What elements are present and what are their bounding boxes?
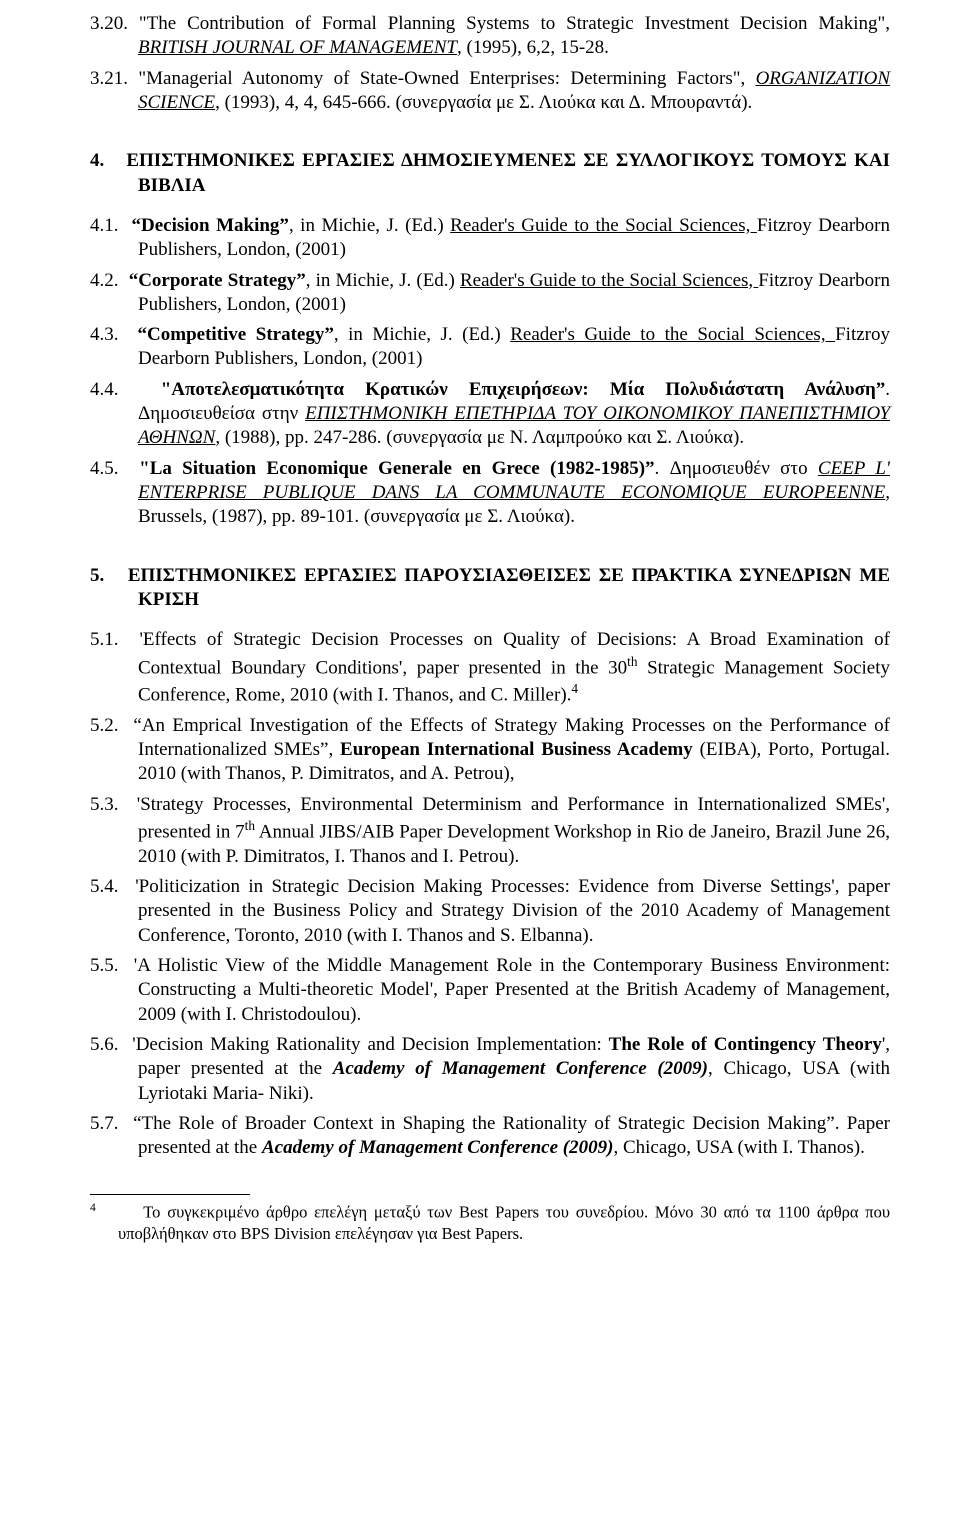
ref-5-4: 5.4. 'Politicization in Strategic Decisi… <box>90 875 890 948</box>
ref-4-4: 4.4. "Αποτελεσματικότητα Κρατικών Επιχει… <box>90 378 890 451</box>
ref-text: "The Contribution of Formal Planning Sys… <box>139 13 890 34</box>
ref-5-2: 5.2. “An Emprical Investigation of the E… <box>90 714 890 787</box>
ref-5-3: 5.3. 'Strategy Processes, Environmental … <box>90 793 890 869</box>
ref-num: 4.3. <box>90 324 119 345</box>
ref-num: 5.5. <box>90 955 119 976</box>
ref-text: . Δημοσιευθέν στο <box>655 458 818 479</box>
ref-title: “Decision Making” <box>131 215 288 236</box>
footnote-ref: 4 <box>571 681 578 696</box>
ref-5-7: 5.7. “The Role of Broader Context in Sha… <box>90 1112 890 1161</box>
ref-text: "Managerial Autonomy of State-Owned Ente… <box>138 68 755 89</box>
ref-num: 3.20. <box>90 13 128 34</box>
book-title: Reader's Guide to the Social Sciences, <box>450 215 757 236</box>
section-num: 4. <box>90 150 104 171</box>
ref-text: , in Michie, J. (Ed.) <box>306 270 460 291</box>
ref-num: 5.2. <box>90 715 119 736</box>
section-title: ΕΠΙΣΤΗΜΟΝΙΚΕΣ ΕΡΓΑΣΙΕΣ ΔΗΜΟΣΙΕΥΜΕΝΕΣ ΣΕ … <box>126 150 890 195</box>
footnote-separator <box>90 1194 250 1195</box>
footnote-4: 4 Το συγκεκριμένο άρθρο επελέγη μεταξύ τ… <box>90 1201 890 1244</box>
book-title: Reader's Guide to the Social Sciences, <box>510 324 835 345</box>
ref-num: 5.1. <box>90 629 119 650</box>
ref-num: 4.1. <box>90 215 119 236</box>
ref-4-1: 4.1. “Decision Making”, in Michie, J. (E… <box>90 214 890 263</box>
ref-num: 5.6. <box>90 1034 119 1055</box>
ref-text: 'Politicization in Strategic Decision Ma… <box>127 876 890 946</box>
ref-num: 5.3. <box>90 794 119 815</box>
ref-title: "La Situation Economique Generale en Gre… <box>139 458 654 479</box>
ref-text: , (1993), 4, 4, 645-666. (συνεργασία με … <box>215 92 752 113</box>
ref-text: , in Michie, J. (Ed.) <box>289 215 450 236</box>
ref-3-20: 3.20. "The Contribution of Formal Planni… <box>90 12 890 61</box>
ref-4-3: 4.3. “Competitive Strategy”, in Michie, … <box>90 323 890 372</box>
ref-text: 'Decision Making Rationality and Decisio… <box>132 1034 608 1055</box>
ref-5-5: 5.5. 'A Holistic View of the Middle Mana… <box>90 954 890 1027</box>
book-title: Reader's Guide to the Social Sciences, <box>460 270 758 291</box>
footnote-num: 4 <box>90 1202 96 1214</box>
ref-num: 3.21. <box>90 68 128 89</box>
ref-text: , (1995), 6,2, 15-28. <box>457 37 609 58</box>
ref-title: “Competitive Strategy” <box>138 324 334 345</box>
ordinal-sup: th <box>245 818 255 833</box>
ref-4-5: 4.5. "La Situation Economique Generale e… <box>90 457 890 530</box>
ref-text: , (1988), pp. 247-286. (συνεργασία με Ν.… <box>215 427 744 448</box>
ref-title: "Αποτελεσματικότητα Κρατικών Επιχειρήσεω… <box>161 379 886 400</box>
ref-5-6: 5.6. 'Decision Making Rationality and De… <box>90 1033 890 1106</box>
ref-title: “Corporate Strategy” <box>129 270 306 291</box>
conference-name: European International Business Academy <box>340 739 693 760</box>
section-5-heading: 5. ΕΠΙΣΤΗΜΟΝΙΚΕΣ ΕΡΓΑΣΙΕΣ ΠΑΡΟΥΣΙΑΣΘΕΙΣΕ… <box>90 564 890 613</box>
ref-5-1: 5.1. 'Effects of Strategic Decision Proc… <box>90 628 890 708</box>
ref-text: 'A Holistic View of the Middle Managemen… <box>126 955 890 1025</box>
ref-num: 4.5. <box>90 458 119 479</box>
section-title: ΕΠΙΣΤΗΜΟΝΙΚΕΣ ΕΡΓΑΣΙΕΣ ΠΑΡΟΥΣΙΑΣΘΕΙΣΕΣ Σ… <box>128 565 890 610</box>
section-num: 5. <box>90 565 104 586</box>
ref-3-21: 3.21. "Managerial Autonomy of State-Owne… <box>90 67 890 116</box>
ref-num: 5.7. <box>90 1113 119 1134</box>
ref-text: , in Michie, J. (Ed.) <box>334 324 510 345</box>
theory-name: The Role of Contingency Theory <box>609 1034 882 1055</box>
ref-text: , Chicago, USA (with I. Thanos). <box>613 1137 864 1158</box>
ref-4-2: 4.2. “Corporate Strategy”, in Michie, J.… <box>90 269 890 318</box>
ref-num: 4.4. <box>90 379 119 400</box>
ordinal-sup: th <box>627 654 637 669</box>
section-4-heading: 4. ΕΠΙΣΤΗΜΟΝΙΚΕΣ ΕΡΓΑΣΙΕΣ ΔΗΜΟΣΙΕΥΜΕΝΕΣ … <box>90 149 890 198</box>
footnote-text: Το συγκεκριμένο άρθρο επελέγη μεταξύ των… <box>118 1203 890 1243</box>
ref-num: 4.2. <box>90 270 119 291</box>
journal-name: BRITISH JOURNAL OF MANAGEMENT <box>138 37 457 58</box>
conference-name: Academy of Management Conference (2009) <box>262 1137 613 1158</box>
conference-name: Academy of Management Conference (2009) <box>333 1058 708 1079</box>
ref-num: 5.4. <box>90 876 119 897</box>
